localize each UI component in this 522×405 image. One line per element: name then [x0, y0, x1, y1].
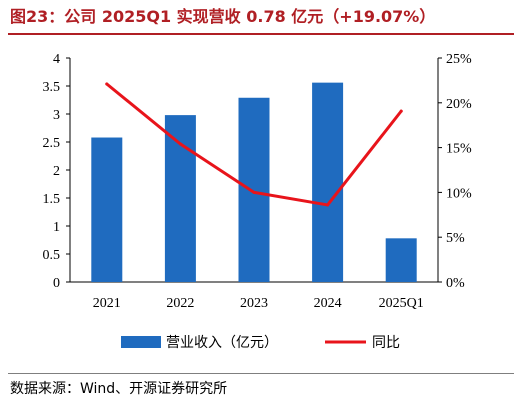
right-tick-label: 5%	[446, 231, 465, 246]
left-tick-label: 3.5	[43, 80, 61, 95]
yoy-point	[252, 190, 256, 194]
right-tick-label: 10%	[446, 186, 472, 201]
line-series	[105, 82, 403, 207]
revenue-bar	[238, 97, 270, 282]
legend-line-label: 同比	[372, 335, 400, 351]
bar-series	[91, 82, 417, 283]
right-axis-ticks: 0% 5% 10% 15% 20% 25%	[438, 52, 472, 291]
left-tick-label: 1.5	[43, 192, 61, 207]
revenue-bar	[91, 137, 123, 282]
legend: 营业收入（亿元） 同比	[121, 335, 400, 351]
right-tick-label: 25%	[446, 52, 472, 67]
title-rule	[8, 33, 514, 35]
left-tick-label: 2	[53, 164, 60, 179]
yoy-point	[105, 82, 109, 86]
revenue-bar	[385, 238, 417, 282]
left-tick-label: 3	[53, 108, 60, 123]
legend-bar-swatch	[121, 336, 161, 348]
yoy-point	[326, 203, 330, 207]
source-rule	[8, 373, 514, 374]
x-axis-ticks: 2021 2022 2023 2024 2025Q1	[93, 296, 424, 311]
left-tick-label: 0.5	[43, 248, 61, 263]
right-tick-label: 0%	[446, 276, 465, 291]
left-tick-label: 4	[53, 52, 60, 67]
x-tick-label: 2024	[314, 296, 342, 311]
left-axis-ticks: 0 0.5 1 1.5 2 2.5 3 3.5 4	[43, 52, 70, 291]
left-tick-label: 0	[53, 276, 60, 291]
x-tick-label: 2022	[166, 296, 194, 311]
left-tick-label: 1	[53, 220, 60, 235]
combo-chart: 00.511.522.533.54 0%5%10%15%20%25% 2021 2…	[43, 52, 473, 351]
revenue-bar	[164, 115, 196, 283]
x-tick-label: 2025Q1	[379, 296, 424, 311]
legend-bar-label: 营业收入（亿元）	[166, 335, 278, 351]
figure-title: 图23：公司 2025Q1 实现营收 0.78 亿元（+19.07%）	[10, 7, 436, 26]
x-tick-label: 2021	[93, 296, 121, 311]
yoy-point	[178, 142, 182, 146]
x-tick-label: 2023	[240, 296, 268, 311]
yoy-point	[399, 109, 403, 113]
right-tick-label: 15%	[446, 142, 472, 157]
revenue-bar	[312, 82, 344, 282]
source-note: 数据来源：Wind、开源证券研究所	[10, 381, 228, 397]
right-tick-label: 20%	[446, 97, 472, 112]
left-tick-label: 2.5	[43, 136, 61, 151]
